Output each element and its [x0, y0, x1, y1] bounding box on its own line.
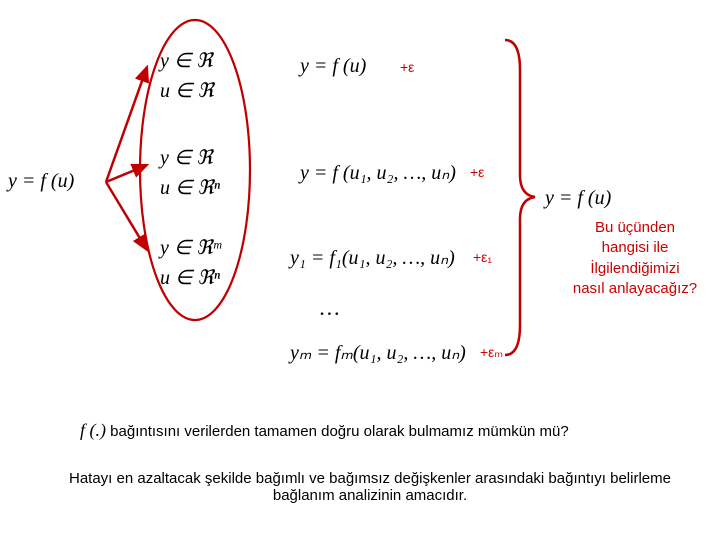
question-line-2: hangisi ile	[555, 238, 715, 258]
curly-brace	[505, 40, 535, 355]
question-block: Bu üçünden hangisi ile İlgilendiğimizi n…	[555, 218, 715, 299]
ellipse-row-3-y: y ∈ ℜᵐ	[160, 235, 221, 260]
ellipse-row-2-u: u ∈ ℜⁿ	[160, 175, 220, 200]
right-equation: y = f (u)	[545, 187, 611, 210]
mid-eq-1: y = f (u)	[300, 55, 366, 78]
left-equation: y = f (u)	[8, 170, 74, 193]
mid-eq-dots: …	[320, 295, 340, 321]
ellipse-row-3-u: u ∈ ℜⁿ	[160, 265, 220, 290]
mid-eq-2: y = f (u₁, u₂, …, uₙ)	[300, 160, 456, 185]
bottom-line-1-math: f (.)	[80, 420, 106, 440]
mid-eq-3b: yₘ = fₘ(u₁, u₂, …, uₙ)	[290, 340, 466, 365]
eps-2: +ε	[470, 164, 484, 180]
bottom-line-1-text: bağıntısını verilerden tamamen doğru ola…	[110, 423, 569, 440]
bottom-line-2: Hatayı en azaltacak şekilde bağımlı ve b…	[60, 470, 680, 504]
ellipse-row-1-u: u ∈ ℜ	[160, 78, 214, 103]
question-line-3: İlgilendiğimizi	[555, 259, 715, 279]
question-line-1: Bu üçünden	[555, 218, 715, 238]
eps-4: +εₘ	[480, 344, 503, 361]
question-line-4: nasıl anlayacağız?	[555, 279, 715, 299]
eps-3: +ε₁	[473, 249, 492, 265]
bottom-line-1: f (.) bağıntısını verilerden tamamen doğ…	[80, 420, 680, 441]
ellipse-row-2-y: y ∈ ℜ	[160, 145, 213, 170]
ellipse-row-1-y: y ∈ ℜ	[160, 48, 213, 73]
mid-eq-3a: y₁ = f₁(u₁, u₂, …, uₙ)	[290, 245, 455, 270]
eps-1: +ε	[400, 59, 414, 75]
